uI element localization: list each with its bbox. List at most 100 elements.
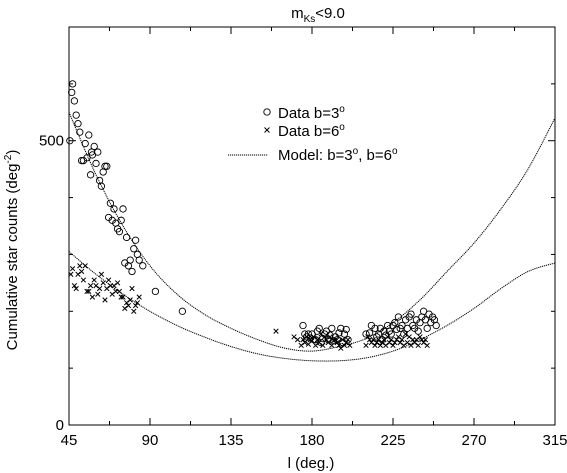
data-point-b6 xyxy=(311,334,317,340)
legend-entry-b3: Data b=3o xyxy=(278,104,345,122)
data-point-b3 xyxy=(342,325,350,334)
data-point-b3 xyxy=(74,120,82,128)
y-tick-label: 0 xyxy=(56,417,64,434)
data-point-b6 xyxy=(273,328,279,334)
data-point-b6 xyxy=(408,342,414,349)
data-point-b3 xyxy=(94,148,102,156)
data-point-b6 xyxy=(75,271,81,277)
model-curve-1 xyxy=(68,251,556,362)
legend-entry-b6-deg: o xyxy=(339,122,345,133)
legend-entry-b3-text: Data b=3 xyxy=(278,105,339,122)
data-point-b3 xyxy=(392,325,401,334)
data-point-b6 xyxy=(86,288,92,295)
legend-entry-b6-text: Data b=6 xyxy=(278,123,339,140)
x-tick-label: 315 xyxy=(542,432,567,449)
data-point-b6 xyxy=(84,288,90,295)
data-point-b3 xyxy=(119,205,127,213)
data-point-b6 xyxy=(89,294,96,300)
data-point-b3 xyxy=(85,131,93,139)
data-point-b3 xyxy=(126,256,134,264)
data-point-b3 xyxy=(81,139,89,148)
legend-entry-model-deg-1: o xyxy=(353,146,359,157)
data-point-b6 xyxy=(341,342,348,349)
y-axis-label-close: ) xyxy=(4,150,21,155)
x-tick-label: 90 xyxy=(142,432,159,449)
data-point-b3 xyxy=(135,256,143,264)
data-point-b6 xyxy=(393,337,400,343)
data-point-b6 xyxy=(325,339,331,346)
data-point-b6 xyxy=(98,271,105,277)
x-tick-label: 225 xyxy=(380,432,405,449)
data-point-b3 xyxy=(317,338,325,347)
data-point-b6 xyxy=(91,277,97,283)
data-point-b6 xyxy=(381,337,387,343)
data-point-b3 xyxy=(362,330,370,338)
data-point-b6 xyxy=(316,339,322,346)
data-point-b6 xyxy=(77,263,83,269)
data-point-b6 xyxy=(424,342,430,349)
data-point-b6 xyxy=(417,334,423,340)
data-point-b6 xyxy=(363,342,369,349)
y-axis-label-main: Cumulative star counts (deg xyxy=(4,164,21,351)
x-tick-label: 270 xyxy=(461,432,486,449)
data-point-b6 xyxy=(134,300,141,306)
data-point-b6 xyxy=(118,294,124,300)
data-point-b3 xyxy=(391,319,399,327)
chart-title-sub: Ks xyxy=(304,14,316,25)
data-point-b6 xyxy=(298,342,304,349)
data-point-b6 xyxy=(318,331,324,337)
legend-entry-b6: Data b=6o xyxy=(278,122,345,140)
data-point-b6 xyxy=(93,283,99,289)
data-point-b3 xyxy=(151,287,160,296)
data-point-b6 xyxy=(102,297,108,303)
data-point-b6 xyxy=(347,342,353,349)
plot-frame xyxy=(68,26,556,426)
data-point-b3 xyxy=(407,310,415,318)
data-point-b6 xyxy=(294,337,301,343)
data-point-b6 xyxy=(71,283,78,289)
data-point-b3 xyxy=(423,324,431,332)
data-point-b3 xyxy=(122,233,131,242)
legend: Data b=3o Data b=6o Model: b=3o, b=6o xyxy=(228,104,398,164)
legend-cross-marker xyxy=(264,127,270,133)
data-point-b6 xyxy=(96,285,103,292)
data-point-b6 xyxy=(120,294,126,300)
legend-entry-model-deg-2: o xyxy=(392,146,398,157)
data-point-b3 xyxy=(70,97,79,105)
data-point-b3 xyxy=(131,236,140,244)
data-point-b6 xyxy=(314,337,321,343)
data-point-b3 xyxy=(394,313,403,321)
data-point-b6 xyxy=(338,345,344,351)
data-point-b3 xyxy=(365,329,374,337)
data-point-b6 xyxy=(109,291,115,297)
y-axis-label-exp: -2 xyxy=(3,154,14,163)
data-point-b3 xyxy=(117,216,125,224)
data-point-b3 xyxy=(68,88,76,97)
model-curve-0 xyxy=(68,112,556,352)
data-point-b3 xyxy=(299,321,307,330)
data-point-b6 xyxy=(383,342,389,349)
data-point-b3 xyxy=(306,334,314,342)
y-tick-label: 500 xyxy=(39,133,64,150)
data-point-b6 xyxy=(401,342,407,349)
data-point-b6 xyxy=(69,265,76,272)
data-point-b6 xyxy=(370,337,376,343)
data-point-b3 xyxy=(90,142,98,151)
data-point-b3 xyxy=(115,228,124,236)
data-point-b6 xyxy=(309,338,315,344)
data-point-b3 xyxy=(128,267,136,276)
data-point-b6 xyxy=(111,283,117,289)
data-point-b6 xyxy=(345,337,351,343)
data-point-b6 xyxy=(136,294,142,300)
data-point-b6 xyxy=(114,280,121,286)
data-point-b6 xyxy=(131,308,137,314)
data-point-b3 xyxy=(66,137,74,145)
data-point-b6 xyxy=(413,337,420,343)
data-point-b6 xyxy=(397,339,403,346)
data-point-b6 xyxy=(336,342,342,349)
data-point-b6 xyxy=(392,339,398,346)
data-point-b6 xyxy=(125,302,132,309)
data-point-b6 xyxy=(80,277,87,283)
data-point-b3 xyxy=(110,205,118,213)
